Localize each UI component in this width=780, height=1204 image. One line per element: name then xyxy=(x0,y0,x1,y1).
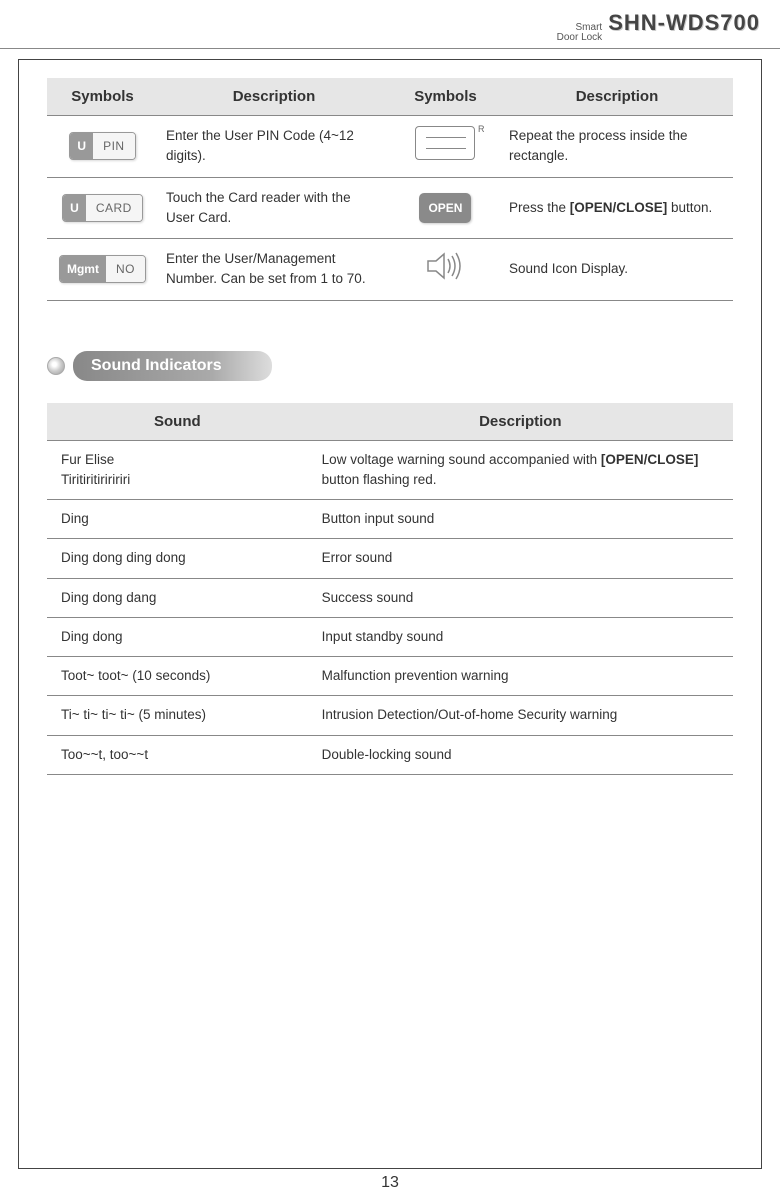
section-header: Sound Indicators xyxy=(47,351,733,381)
symbols-table: Symbols Description Symbols Description … xyxy=(47,78,733,301)
desc-cell: Enter the User PIN Code (4~12 digits). xyxy=(158,116,390,178)
desc-suffix: button flashing red. xyxy=(322,472,437,487)
sound-cell: Too~~t, too~~t xyxy=(47,735,308,774)
desc-prefix: Press the xyxy=(509,200,570,215)
th-desc-2: Description xyxy=(501,78,733,116)
desc-prefix: Low voltage warning sound accompanied wi… xyxy=(322,452,601,467)
desc-cell: Sound Icon Display. xyxy=(501,239,733,301)
open-button-icon: OPEN xyxy=(419,193,471,223)
pill-left: U xyxy=(63,195,86,221)
sound-cell: Ding dong xyxy=(47,617,308,656)
desc-bold: [OPEN/CLOSE] xyxy=(570,200,668,215)
sound-desc-cell: Double-locking sound xyxy=(308,735,733,774)
th-desc-1: Description xyxy=(158,78,390,116)
sound-cell: Fur Elise Tiritiritiriririri xyxy=(47,440,308,500)
sound-desc-cell: Error sound xyxy=(308,539,733,578)
sound-cell: Toot~ toot~ (10 seconds) xyxy=(47,657,308,696)
sound-cell: Ding dong dang xyxy=(47,578,308,617)
repeat-box-icon: R xyxy=(415,126,475,160)
section-title: Sound Indicators xyxy=(73,351,272,381)
card-pill-icon: U CARD xyxy=(62,194,143,222)
label-doorlock: Door Lock xyxy=(557,33,603,43)
section-bullet-icon xyxy=(47,357,65,375)
desc-bold: [OPEN/CLOSE] xyxy=(601,452,699,467)
th-sound-desc: Description xyxy=(308,403,733,441)
sound-row: Fur Elise Tiritiritiriririri Low voltage… xyxy=(47,440,733,500)
sound-desc-cell: Input standby sound xyxy=(308,617,733,656)
pill-left: Mgmt xyxy=(60,256,106,282)
sound-row: Ding dong Input standby sound xyxy=(47,617,733,656)
pill-right: CARD xyxy=(86,195,142,221)
model-number: SHN-WDS700 xyxy=(608,10,760,36)
desc-suffix: button. xyxy=(667,200,712,215)
repeat-r-label: R xyxy=(478,123,485,137)
sound-desc-cell: Low voltage warning sound accompanied wi… xyxy=(308,440,733,500)
pin-pill-icon: U PIN xyxy=(69,132,135,160)
symbols-row: U CARD Touch the Card reader with the Us… xyxy=(47,177,733,239)
desc-cell: Press the [OPEN/CLOSE] button. xyxy=(501,177,733,239)
th-symbols-1: Symbols xyxy=(47,78,158,116)
sound-desc-cell: Malfunction prevention warning xyxy=(308,657,733,696)
sound-row: Ti~ ti~ ti~ ti~ (5 minutes) Intrusion De… xyxy=(47,696,733,735)
sound-row: Too~~t, too~~t Double-locking sound xyxy=(47,735,733,774)
pill-right: PIN xyxy=(93,133,135,159)
th-symbols-2: Symbols xyxy=(390,78,501,116)
sound-row: Ding dong dang Success sound xyxy=(47,578,733,617)
sound-cell: Ding xyxy=(47,500,308,539)
sound-desc-cell: Button input sound xyxy=(308,500,733,539)
symbols-row: U PIN Enter the User PIN Code (4~12 digi… xyxy=(47,116,733,178)
speaker-icon xyxy=(426,251,464,287)
symbols-row: Mgmt NO Enter the User/Management Number… xyxy=(47,239,733,301)
desc-cell: Enter the User/Management Number. Can be… xyxy=(158,239,390,301)
pill-left: U xyxy=(70,133,93,159)
desc-cell: Touch the Card reader with the User Card… xyxy=(158,177,390,239)
sound-row: Ding Button input sound xyxy=(47,500,733,539)
page-content-frame: Symbols Description Symbols Description … xyxy=(18,59,762,1169)
mgmt-pill-icon: Mgmt NO xyxy=(59,255,146,283)
sound-line: Tiritiritiriririri xyxy=(61,470,294,490)
product-category: Smart Door Lock xyxy=(557,23,603,43)
sound-row: Toot~ toot~ (10 seconds) Malfunction pre… xyxy=(47,657,733,696)
th-sound: Sound xyxy=(47,403,308,441)
page-number: 13 xyxy=(381,1174,399,1192)
page-header: Smart Door Lock SHN-WDS700 xyxy=(0,0,780,49)
sound-desc-cell: Success sound xyxy=(308,578,733,617)
sound-cell: Ti~ ti~ ti~ ti~ (5 minutes) xyxy=(47,696,308,735)
desc-cell: Repeat the process inside the rectangle. xyxy=(501,116,733,178)
sound-indicators-table: Sound Description Fur Elise Tiritiritiri… xyxy=(47,403,733,775)
pill-right: NO xyxy=(106,256,145,282)
sound-row: Ding dong ding dong Error sound xyxy=(47,539,733,578)
sound-cell: Ding dong ding dong xyxy=(47,539,308,578)
sound-line: Fur Elise xyxy=(61,450,294,470)
sound-desc-cell: Intrusion Detection/Out-of-home Security… xyxy=(308,696,733,735)
